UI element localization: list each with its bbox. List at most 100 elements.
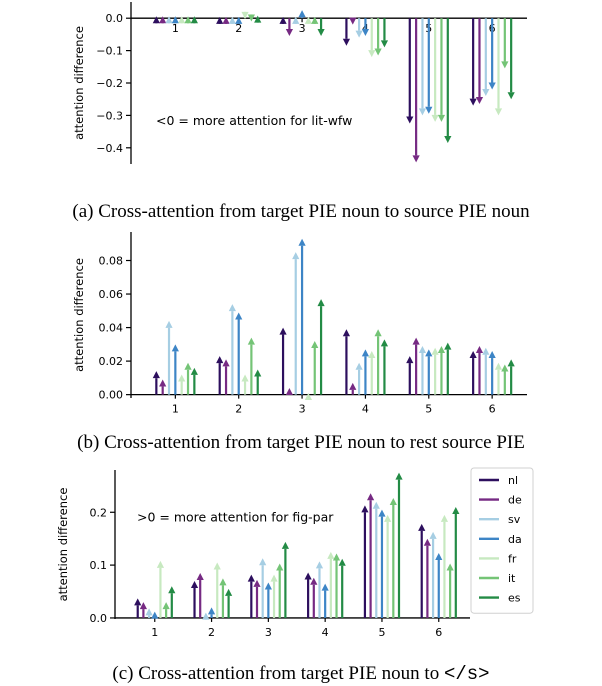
bar-head-de-5 <box>412 337 420 345</box>
bar-head-fr-1 <box>156 560 165 568</box>
bar-head-sv-1 <box>165 320 173 328</box>
y-tick-label: −0.4 <box>96 142 123 155</box>
legend-label-nl: nl <box>508 474 518 487</box>
bar-head-nl-5 <box>361 505 369 513</box>
panel-a-chart: 0.0 −0.1 −0.2 −0.3 −0.4 attention difference 1… <box>72 2 527 164</box>
bar-head-sv-4 <box>355 362 363 370</box>
bar-head-fr-2 <box>213 562 221 570</box>
bar-head-sv-6 <box>482 347 490 355</box>
bar-head-it-3 <box>311 16 319 24</box>
bar-head-it-6 <box>501 364 509 372</box>
legend-frame <box>470 467 534 614</box>
bar-head-sv-2 <box>202 612 210 620</box>
bar-head-es-2 <box>254 369 262 377</box>
legend: nl de sv da fr it es <box>470 467 534 614</box>
bar-head-sv-2 <box>228 304 236 312</box>
bar-head-de-6 <box>475 346 484 354</box>
legend-label-de: de <box>508 494 522 507</box>
bar-head-nl-3 <box>279 327 287 335</box>
panel-b-chart: 0.00 0.02 0.04 0.06 0.08 attention difference… <box>72 232 527 416</box>
bar-head-nl-6 <box>418 523 426 531</box>
bar-head-de-3 <box>253 579 261 587</box>
bar-head-es-3 <box>281 541 289 549</box>
legend-label-sv: sv <box>508 513 521 526</box>
caption-c: (c) Cross-attention from target PIE noun… <box>112 663 489 685</box>
bar-head-it-6 <box>501 61 509 69</box>
bar-head-nl-5 <box>406 356 414 364</box>
bar-head-da-4 <box>321 583 329 591</box>
bar-head-it-1 <box>184 16 192 24</box>
bar-head-nl-3 <box>279 16 287 24</box>
bar-head-es-4 <box>380 40 389 48</box>
bar-head-fr-2 <box>241 11 249 19</box>
bar-head-nl-5 <box>406 116 414 124</box>
bar-head-it-5 <box>437 346 446 354</box>
caption-a: (a) Cross-attention from target PIE noun… <box>72 201 530 222</box>
y-tick-label: 0.02 <box>99 355 124 368</box>
bar-head-de-2 <box>222 359 230 367</box>
bar-head-es-5 <box>444 135 452 143</box>
x-tick-label: 4 <box>322 626 329 639</box>
legend-label-es: es <box>508 592 521 605</box>
bar-head-nl-1 <box>152 371 160 379</box>
y-tick-label: 0.06 <box>99 288 124 301</box>
y-tick-label: −0.2 <box>96 77 123 90</box>
y-axis-label: attention difference <box>56 488 70 602</box>
x-tick-label: 5 <box>378 626 385 639</box>
bar-head-sv-6 <box>482 88 490 96</box>
bar-head-es-6 <box>452 506 460 514</box>
legend-label-da: da <box>508 533 522 546</box>
bar-head-fr-5 <box>384 514 392 522</box>
bar-head-fr-5 <box>431 114 439 122</box>
x-tick-label: 2 <box>235 403 242 416</box>
bar-head-nl-6 <box>469 98 477 106</box>
bar-head-da-2 <box>207 607 216 615</box>
bar-head-es-3 <box>317 29 325 37</box>
bar-head-de-5 <box>412 155 420 163</box>
y-tick-label: 0.04 <box>99 322 124 335</box>
legend-label-fr: fr <box>508 552 517 565</box>
caption-b: (b) Cross-attention from target PIE noun… <box>77 432 525 453</box>
bar-head-fr-4 <box>368 351 376 359</box>
bar-head-da-3 <box>298 10 306 18</box>
bar-head-es-5 <box>444 342 452 350</box>
bar-head-da-6 <box>488 82 496 90</box>
x-tick-label: 4 <box>362 403 369 416</box>
bar-head-nl-4 <box>342 329 351 337</box>
y-tick-label: 0.08 <box>99 255 124 268</box>
bar-head-es-6 <box>507 359 515 367</box>
x-tick-label: 2 <box>208 626 215 639</box>
bar-head-it-1 <box>162 602 170 610</box>
bar-head-sv-5 <box>372 501 380 509</box>
bar-head-da-5 <box>378 509 386 517</box>
bar-head-fr-4 <box>368 50 376 58</box>
bar-head-nl-4 <box>304 572 312 580</box>
x-tick-label: 2 <box>235 22 242 35</box>
bar-head-es-2 <box>225 588 233 596</box>
bar-head-de-4 <box>349 382 357 390</box>
bar-head-sv-1 <box>145 608 153 616</box>
bar-head-it-4 <box>374 329 382 337</box>
bar-head-es-4 <box>338 558 346 566</box>
bar-head-fr-3 <box>304 392 313 400</box>
bar-head-sv-2 <box>228 16 236 24</box>
bar-head-da-4 <box>361 29 370 37</box>
bar-head-es-1 <box>168 586 176 594</box>
bar-head-de-3 <box>285 387 293 395</box>
bar-head-de-1 <box>139 602 147 610</box>
bar-head-es-6 <box>507 92 515 100</box>
bar-head-it-5 <box>437 114 446 122</box>
bar-head-da-3 <box>298 238 306 246</box>
x-tick-label: 6 <box>489 403 496 416</box>
bar-head-de-2 <box>196 573 204 581</box>
bar-head-da-2 <box>235 312 243 320</box>
bar-head-fr-4 <box>327 551 335 559</box>
y-tick-label: 0.0 <box>90 612 108 625</box>
bar-head-da-1 <box>171 16 179 24</box>
bar-head-da-2 <box>235 16 243 24</box>
bar-head-fr-3 <box>304 16 313 24</box>
bar-head-fr-6 <box>440 514 449 522</box>
annotation: <0 = more attention for lit-wfw <box>156 113 352 128</box>
bar-head-de-4 <box>310 577 318 585</box>
